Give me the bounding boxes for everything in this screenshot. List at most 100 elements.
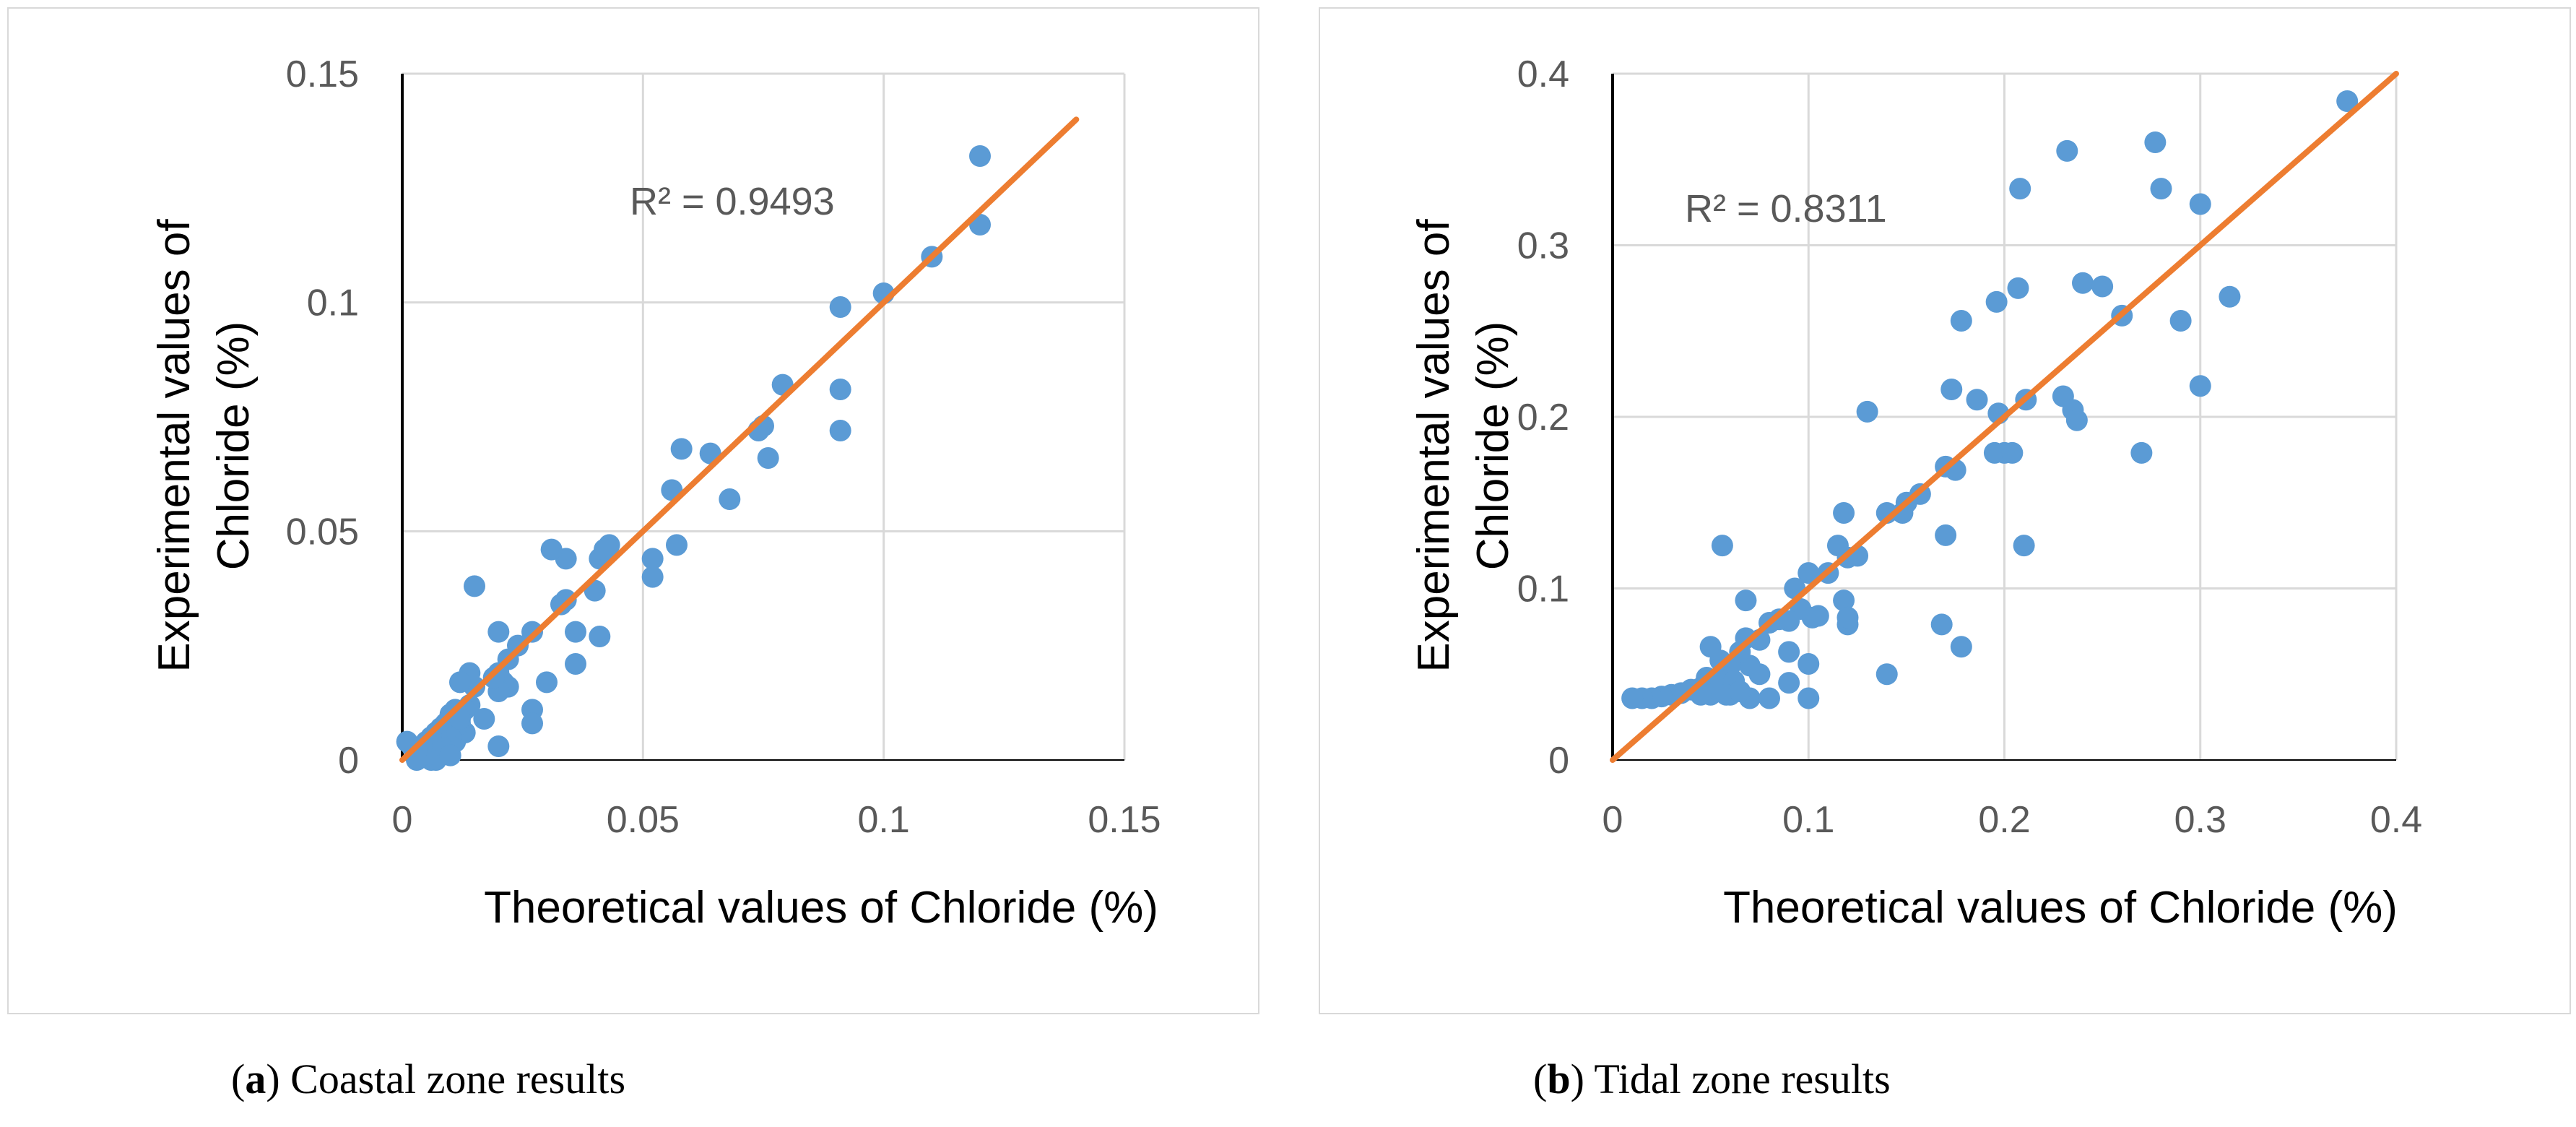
x-tick-label: 0.3 [2174,799,2226,841]
data-point [1836,606,1859,629]
data-point [521,621,543,643]
caption-open-paren: ( [231,1055,246,1102]
data-point [1833,502,1855,524]
data-point [521,712,543,735]
y-tick-label: 0.2 [1517,397,1569,439]
data-point [594,538,615,561]
scatter-chart-coastal: 0 0.05 0.1 0.15 0 0.05 0.1 0.15 Theoretical valu… [149,53,1161,933]
data-point [487,621,510,643]
data-point [1985,290,2008,313]
data-point [1797,562,1820,584]
y-axis-label: Experimental values of Chloride (%) [149,219,259,673]
data-point [1699,636,1722,658]
caption-tidal: (b) Tidal zone results [1533,1055,1891,1103]
y-tick-label: 0 [338,740,359,782]
x-tick-label: 0.2 [1978,799,2030,841]
data-point [1797,653,1820,675]
data-point [2091,275,2114,298]
data-point [464,575,485,597]
trendline [399,116,1080,763]
caption-text: ) Coastal zone results [266,1055,626,1102]
data-point [1833,590,1855,612]
data-point [550,593,572,616]
caption-letter: a [245,1055,266,1102]
y-tick-label: 0.3 [1517,225,1569,267]
caption-text: ) Tidal zone results [1570,1055,1891,1102]
data-point [2189,193,2211,215]
data-point [719,488,741,510]
data-point [1729,681,1751,702]
x-tick-label: 0 [1603,799,1623,841]
data-point [2072,272,2094,294]
x-axis-label: Theoretical values of Chloride (%) [1723,883,2398,933]
y-axis-label-line: Experimental values of [149,219,199,673]
data-point [2169,310,2192,332]
data-point [540,538,563,561]
data-point [2001,441,2024,464]
y-tick-label: 0.1 [307,282,359,324]
data-point [1950,310,1972,332]
data-point [439,744,461,767]
data-point [565,621,586,643]
data-point [2013,535,2035,557]
data-point [1735,590,1757,612]
caption-open-paren: ( [1533,1055,1548,1102]
data-point [1940,379,1963,400]
data-point [1621,687,1644,709]
data-point [1748,663,1771,686]
data-point [2056,139,2078,162]
data-point [1966,389,1988,411]
data-point [641,548,664,570]
x-tick-label: 0.1 [1782,799,1834,841]
data-point [1950,636,1972,658]
data-point [2065,409,2088,431]
chart-panel-tidal: 0 0.1 0.2 0.3 0.4 0 0.1 0.2 0.3 0.4 Theoretical va… [1319,7,2571,1014]
data-point [1935,524,1957,546]
r-squared-annotation: R² = 0.8311 [1685,187,1887,230]
trendline [1610,71,2399,763]
chart-panel-coastal: 0 0.05 0.1 0.15 0 0.05 0.1 0.15 Theoretical valu… [7,7,1259,1014]
data-point [2144,131,2167,153]
data-point [666,534,688,556]
data-point [757,447,779,469]
y-tick-label: 0.4 [1517,53,1569,95]
data-point [589,626,611,647]
data-point [1711,535,1733,557]
y-tick-label: 0.05 [286,511,359,553]
data-point [565,653,586,675]
data-point [1797,687,1820,709]
data-point [829,420,851,441]
data-point [482,667,505,688]
r-squared-annotation: R² = 0.9493 [630,180,835,223]
caption-letter: b [1547,1055,1571,1102]
x-tick-label: 0.4 [2370,799,2422,841]
data-point [1983,441,2005,464]
data-point [829,296,851,318]
data-point [2007,277,2029,299]
x-tick-label: 0.1 [858,799,910,841]
data-point [473,708,495,730]
data-point [449,671,471,694]
data-point [2189,375,2211,397]
data-point [487,735,510,757]
data-point [829,379,851,400]
x-axis-label: Theoretical values of Chloride (%) [484,883,1158,933]
x-tick-label: 0.05 [607,799,680,841]
data-point [1856,400,1878,423]
data-point [1930,613,1953,636]
data-point [1758,687,1780,709]
data-point [2009,178,2031,200]
data-point [2336,90,2359,112]
y-tick-label: 0.15 [286,53,359,95]
data-point [1807,605,1829,627]
y-axis-label-line: Experimental values of [1409,219,1459,673]
x-tick-label: 0 [392,799,413,841]
data-point [1778,641,1800,663]
data-point [641,566,664,588]
y-axis-label-line: Chloride (%) [209,321,259,571]
data-point [1875,663,1898,686]
data-point [670,438,693,460]
x-tick-label: 0.15 [1088,799,1161,841]
y-axis-label-line: Chloride (%) [1468,321,1518,571]
y-tick-label: 0 [1548,740,1569,782]
